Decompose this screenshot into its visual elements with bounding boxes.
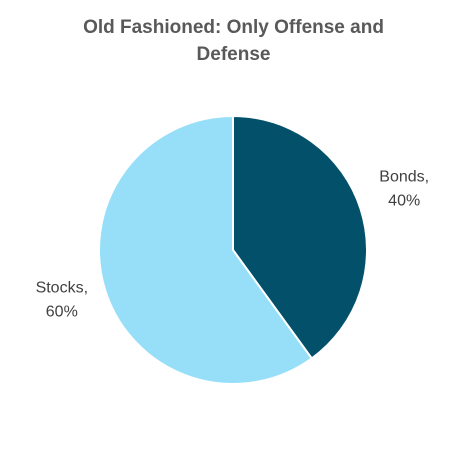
category-label: Bonds <box>379 168 424 185</box>
chart-title: Old Fashioned: Only Offense and Defense <box>83 17 384 65</box>
category-label: Stocks <box>36 280 84 297</box>
label-separator: , <box>84 280 88 297</box>
label-separator: , <box>425 168 429 185</box>
pie-slice <box>232 114 368 360</box>
value-label: 40% <box>388 192 420 209</box>
pie-slice <box>98 114 314 385</box>
data-label: Bonds, 40% <box>379 168 429 209</box>
value-label: 60% <box>46 304 78 321</box>
data-label: Stocks, 60% <box>36 280 88 321</box>
